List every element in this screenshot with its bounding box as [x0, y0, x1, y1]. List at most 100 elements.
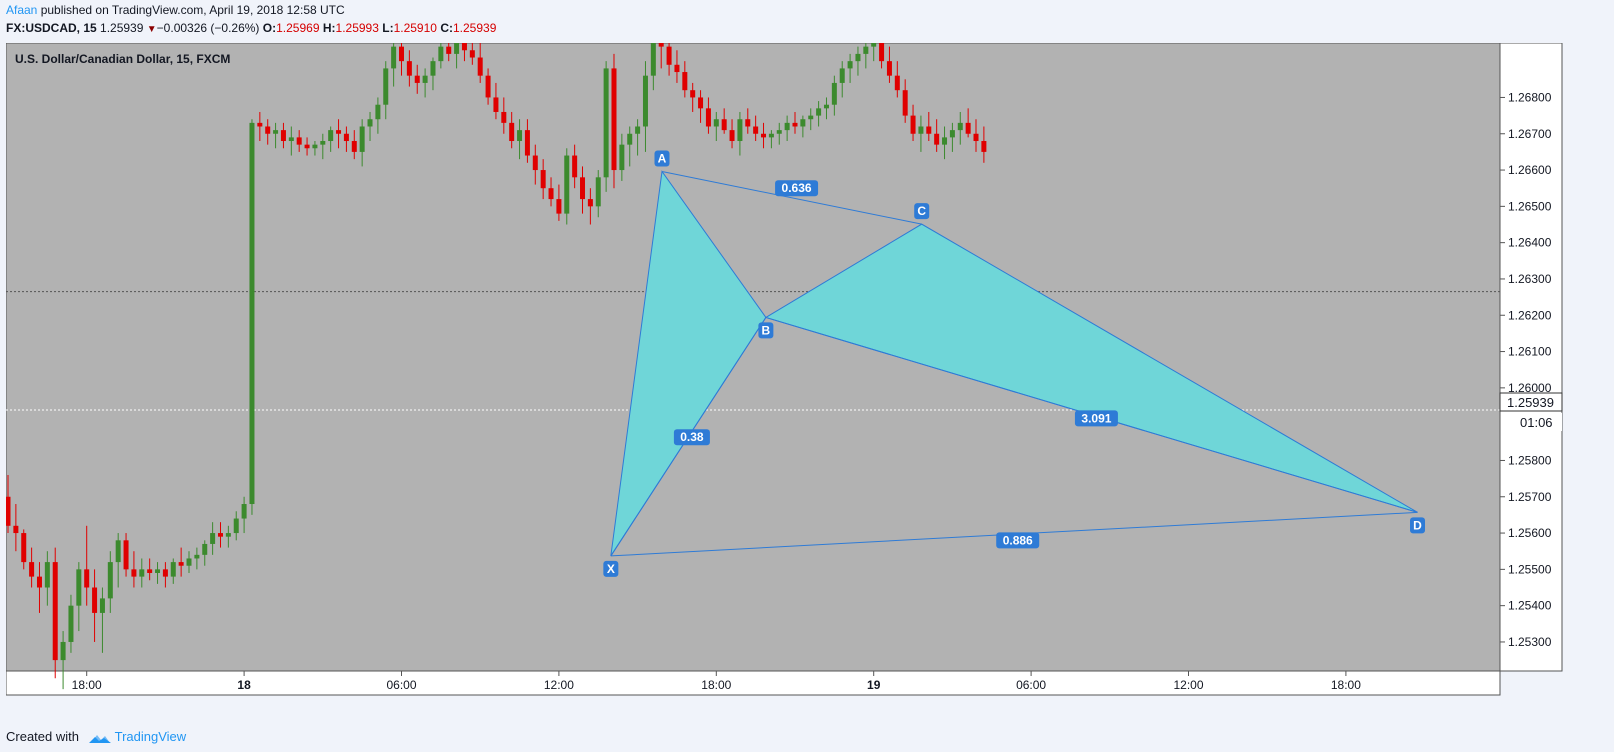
price-tick-label: 1.25400 [1508, 599, 1552, 613]
candle-body [902, 90, 908, 116]
candle-body [524, 130, 530, 156]
time-tick-label: 18:00 [72, 678, 102, 692]
chart-svg[interactable]: U.S. Dollar/Canadian Dollar, 15, FXCM X A… [6, 43, 1606, 719]
tradingview-brand-link[interactable]: TradingView [114, 729, 187, 744]
candle-body [29, 562, 35, 577]
point-label-c[interactable]: C [914, 203, 930, 220]
candle [839, 61, 845, 98]
candle-body [202, 543, 208, 555]
candle [304, 137, 310, 156]
candle-body [501, 111, 507, 123]
candle-body [753, 126, 759, 134]
candle-body [910, 115, 916, 134]
candle [698, 90, 704, 123]
candle [934, 119, 940, 152]
symbol-info-bar: FX:USDCAD, 15 1.25939 ▼−0.00326 (−0.26%)… [6, 21, 496, 35]
point-label-x-text: X [607, 562, 615, 576]
candle-body [737, 119, 743, 142]
ratio-label-3-bg [996, 532, 1040, 549]
candle-body [107, 562, 113, 599]
candle-body [406, 61, 412, 76]
candle-body [280, 130, 286, 142]
price-tick-label: 1.25800 [1508, 453, 1552, 467]
ratio-label-3-text: 0.886 [1003, 533, 1033, 547]
candle [84, 525, 90, 606]
plot-background[interactable] [6, 43, 1501, 672]
point-label-d-bg [1410, 517, 1426, 534]
close-label: C: [440, 21, 453, 35]
candle-body [225, 533, 231, 537]
candle [280, 122, 286, 149]
price-axis[interactable] [1499, 43, 1563, 672]
point-label-c-text: C [917, 204, 926, 218]
time-tick-label: 06:00 [386, 678, 416, 692]
point-label-d[interactable]: D [1410, 517, 1426, 534]
candle [194, 547, 200, 570]
point-label-c-bg [914, 203, 930, 220]
candle-body [147, 569, 153, 573]
last-price-label: 1.25939 [1507, 395, 1554, 410]
candle [131, 551, 137, 588]
candle-body [186, 558, 192, 566]
candle-body [296, 137, 302, 145]
publish-info: Afaan published on TradingView.com, Apri… [6, 3, 345, 17]
candle [44, 551, 50, 606]
point-label-b[interactable]: B [758, 322, 774, 339]
candle-body [115, 540, 121, 563]
candle [847, 53, 853, 83]
last-price-marker: 1.25939 01:06 [1499, 392, 1563, 431]
candle [21, 529, 27, 570]
candle-body [304, 144, 310, 149]
down-triangle-icon: ▼ [146, 24, 157, 35]
candle-body [351, 141, 357, 152]
point-label-x[interactable]: X [603, 560, 619, 577]
candle [76, 562, 82, 632]
candle-body [761, 133, 767, 138]
ratio-label-2[interactable]: 3.091 [1074, 410, 1118, 427]
candle-body [36, 576, 42, 588]
candle [674, 50, 680, 83]
candle-body [705, 108, 711, 127]
candle-body [312, 144, 318, 149]
candle [202, 540, 208, 566]
footer: Created with TradingView [6, 729, 186, 744]
candle-body [548, 188, 554, 200]
candle [493, 82, 499, 120]
candle-body [776, 130, 782, 134]
pattern-labels[interactable]: X A B C D 0.636 0.38 3.091 0.886 [603, 150, 1426, 577]
candle [29, 547, 35, 588]
candle [359, 119, 365, 167]
ratio-label-0[interactable]: 0.636 [775, 180, 819, 197]
reference-lines [6, 291, 1500, 411]
created-with-text: Created with [6, 729, 79, 744]
candle [178, 547, 184, 577]
candle [92, 569, 98, 642]
candle-body [745, 119, 751, 127]
candle-body [666, 46, 672, 65]
candle-body [587, 199, 593, 207]
point-label-a[interactable]: A [654, 150, 670, 167]
candle [399, 43, 404, 76]
ratio-label-0-bg [775, 180, 819, 197]
candle-body [375, 104, 381, 120]
candle-body [6, 496, 11, 526]
candle [296, 130, 302, 152]
countdown-box [1516, 413, 1562, 431]
candle-body [713, 119, 719, 127]
candle-body [690, 90, 696, 98]
countdown-label: 01:06 [1520, 415, 1553, 430]
time-axis[interactable] [6, 670, 1501, 696]
candle [52, 547, 58, 679]
ratio-label-3[interactable]: 0.886 [996, 532, 1040, 549]
candle-body [650, 43, 656, 76]
author-link[interactable]: Afaan [6, 3, 38, 17]
ratio-label-1[interactable]: 0.38 [673, 429, 710, 446]
candle-body [674, 64, 680, 73]
point-label-d-text: D [1413, 518, 1422, 532]
price-tick-label: 1.26200 [1508, 308, 1552, 322]
candle-body [792, 122, 798, 127]
chart-area[interactable]: U.S. Dollar/Canadian Dollar, 15, FXCM X A… [6, 43, 1606, 719]
candle-body [469, 50, 475, 58]
candle [107, 551, 113, 613]
point-label-a-text: A [658, 152, 667, 166]
